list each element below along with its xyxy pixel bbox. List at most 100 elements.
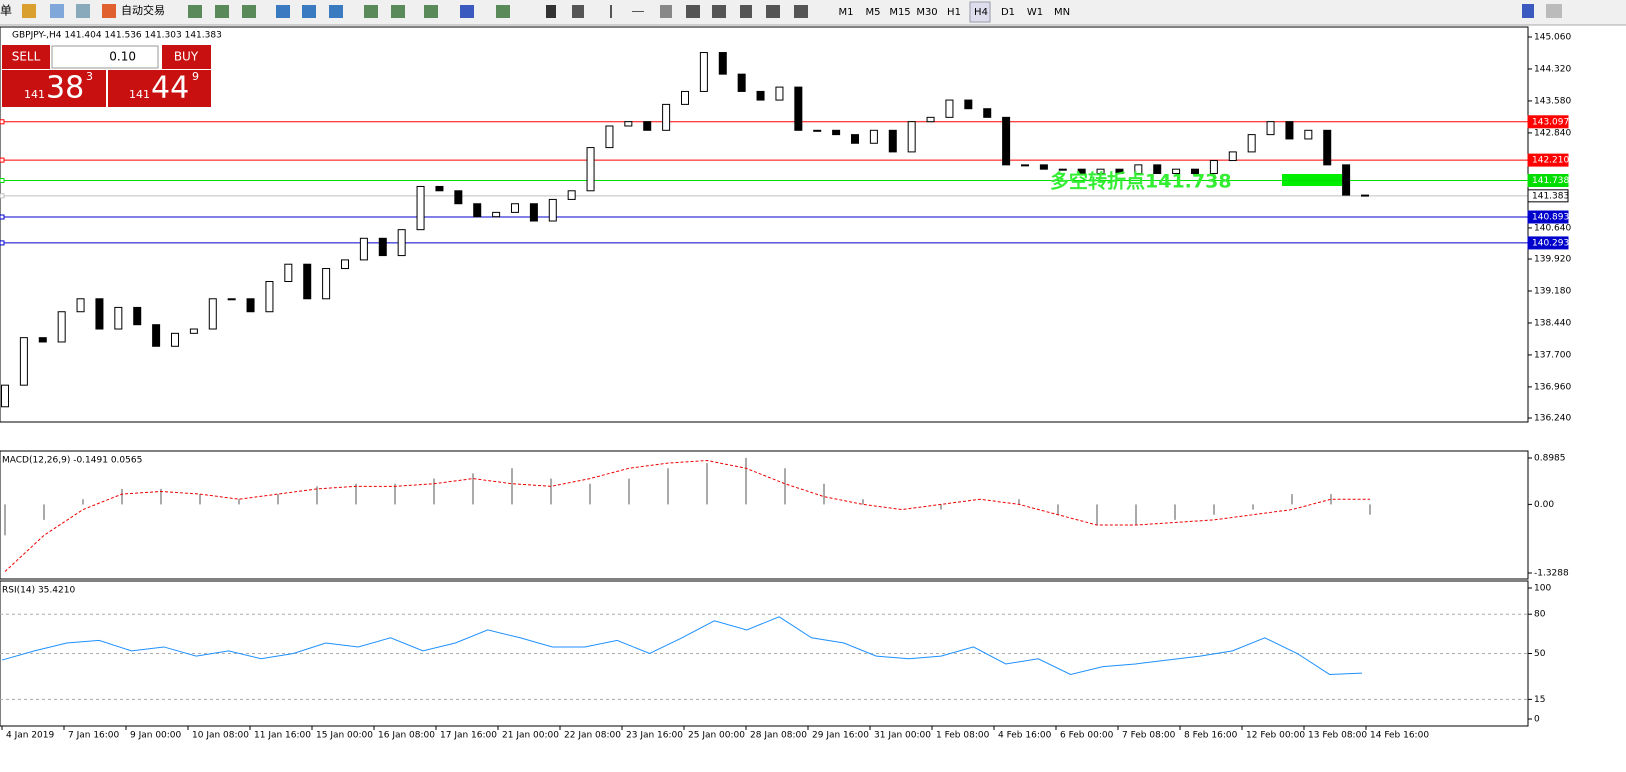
time-label: 15 Jan 00:00 bbox=[316, 731, 373, 741]
buy-button[interactable] bbox=[162, 45, 211, 69]
candle bbox=[643, 121, 652, 131]
icon[interactable] bbox=[712, 5, 726, 18]
candle bbox=[1247, 134, 1256, 153]
candle bbox=[813, 129, 822, 132]
sell-price-pips: 38 bbox=[46, 71, 84, 106]
icon[interactable] bbox=[391, 5, 405, 18]
trade-panel: SELL BUY 0.10 141 38 3 141 44 9 bbox=[2, 45, 211, 107]
icon[interactable] bbox=[22, 4, 36, 18]
icon[interactable] bbox=[546, 5, 556, 18]
macd-signal bbox=[4, 460, 1370, 572]
candle bbox=[983, 108, 992, 118]
candle bbox=[246, 298, 255, 313]
candle bbox=[95, 298, 104, 330]
icon[interactable] bbox=[215, 5, 229, 18]
icon[interactable] bbox=[632, 11, 644, 12]
timeframe[interactable]: H4 bbox=[974, 7, 988, 18]
time-label: 11 Jan 16:00 bbox=[254, 731, 311, 741]
candle bbox=[1228, 151, 1237, 162]
candle bbox=[699, 52, 708, 92]
icon[interactable] bbox=[794, 5, 808, 18]
y-tick-label: 144.320 bbox=[1534, 64, 1571, 74]
time-label: 13 Feb 08:00 bbox=[1308, 731, 1367, 741]
y-tick-label: 136.960 bbox=[1534, 382, 1571, 392]
icon[interactable] bbox=[102, 4, 116, 18]
level-label-box bbox=[1527, 210, 1569, 224]
time-label: 31 Jan 00:00 bbox=[874, 731, 931, 741]
candle bbox=[1058, 168, 1067, 171]
y-tick-label: 138.440 bbox=[1534, 318, 1571, 328]
icon[interactable] bbox=[50, 4, 64, 18]
candle bbox=[718, 52, 727, 75]
timeframe-active bbox=[969, 1, 991, 23]
lot-field[interactable] bbox=[51, 45, 159, 69]
icon[interactable] bbox=[766, 5, 780, 18]
icon[interactable] bbox=[364, 5, 378, 18]
candle bbox=[548, 198, 557, 222]
candle bbox=[359, 237, 368, 261]
icon[interactable] bbox=[572, 5, 584, 18]
candle bbox=[1, 384, 9, 408]
main-pane bbox=[0, 26, 1529, 423]
chat-icon[interactable] bbox=[1546, 4, 1562, 18]
icon[interactable] bbox=[740, 5, 752, 18]
level-label-box bbox=[1527, 153, 1569, 167]
candle bbox=[19, 337, 28, 386]
candle bbox=[624, 121, 633, 127]
sell-price-box[interactable] bbox=[2, 70, 106, 107]
y-tick-label: 139.920 bbox=[1534, 255, 1571, 265]
icon[interactable] bbox=[686, 5, 700, 18]
icon[interactable] bbox=[496, 5, 510, 18]
lot-value[interactable]: 0.10 bbox=[109, 50, 136, 64]
time-label: 9 Jan 00:00 bbox=[130, 731, 182, 741]
buy-label[interactable]: BUY bbox=[174, 50, 199, 64]
icon[interactable] bbox=[188, 5, 202, 18]
rsi-line bbox=[1, 616, 1363, 675]
time-label: 12 Feb 00:00 bbox=[1246, 731, 1305, 741]
y-tick-label: 145.060 bbox=[1534, 33, 1571, 43]
timeframe[interactable]: M15 bbox=[889, 7, 910, 18]
level-marker bbox=[0, 193, 5, 199]
y-tick-label: 0.00 bbox=[1534, 500, 1554, 510]
timeframe[interactable]: MN bbox=[1054, 7, 1070, 18]
icon[interactable] bbox=[276, 5, 290, 18]
candle bbox=[227, 298, 236, 301]
level-marker bbox=[0, 178, 5, 184]
auto-trade[interactable]: 自动交易 bbox=[121, 3, 165, 17]
candle bbox=[114, 306, 123, 330]
icon[interactable] bbox=[302, 5, 316, 18]
level-label: 141.738 bbox=[1532, 176, 1569, 186]
candle bbox=[1077, 168, 1086, 175]
y-tick-label: 15 bbox=[1534, 695, 1545, 705]
candle bbox=[832, 129, 841, 136]
time-label: 4 Feb 16:00 bbox=[998, 731, 1052, 741]
icon[interactable] bbox=[329, 5, 343, 18]
search-icon[interactable] bbox=[1522, 4, 1534, 18]
timeframe[interactable]: D1 bbox=[1001, 7, 1015, 18]
icon[interactable] bbox=[424, 5, 438, 18]
timeframe[interactable]: M30 bbox=[916, 7, 937, 18]
time-label: 7 Jan 16:00 bbox=[68, 731, 120, 741]
level-label-box bbox=[1527, 115, 1569, 129]
level-label: 140.893 bbox=[1532, 213, 1569, 223]
icon[interactable] bbox=[242, 5, 256, 18]
sell-button[interactable] bbox=[2, 45, 50, 69]
candle bbox=[1323, 129, 1332, 166]
candle bbox=[681, 90, 689, 105]
timeframe[interactable]: M5 bbox=[866, 7, 881, 18]
icon[interactable] bbox=[76, 4, 90, 18]
candle bbox=[945, 99, 954, 118]
buy-price-box[interactable] bbox=[108, 70, 211, 107]
icon[interactable] bbox=[460, 5, 474, 18]
candle bbox=[152, 324, 161, 347]
icon[interactable] bbox=[610, 5, 612, 18]
sell-label[interactable]: SELL bbox=[12, 50, 41, 64]
timeframe[interactable]: M1 bbox=[839, 7, 854, 18]
icon[interactable] bbox=[660, 5, 672, 18]
time-label: 10 Jan 08:00 bbox=[192, 731, 249, 741]
timeframe[interactable]: W1 bbox=[1027, 7, 1043, 18]
timeframe[interactable]: H1 bbox=[947, 7, 961, 18]
candle bbox=[1172, 168, 1181, 175]
toolbar bbox=[0, 0, 1626, 25]
